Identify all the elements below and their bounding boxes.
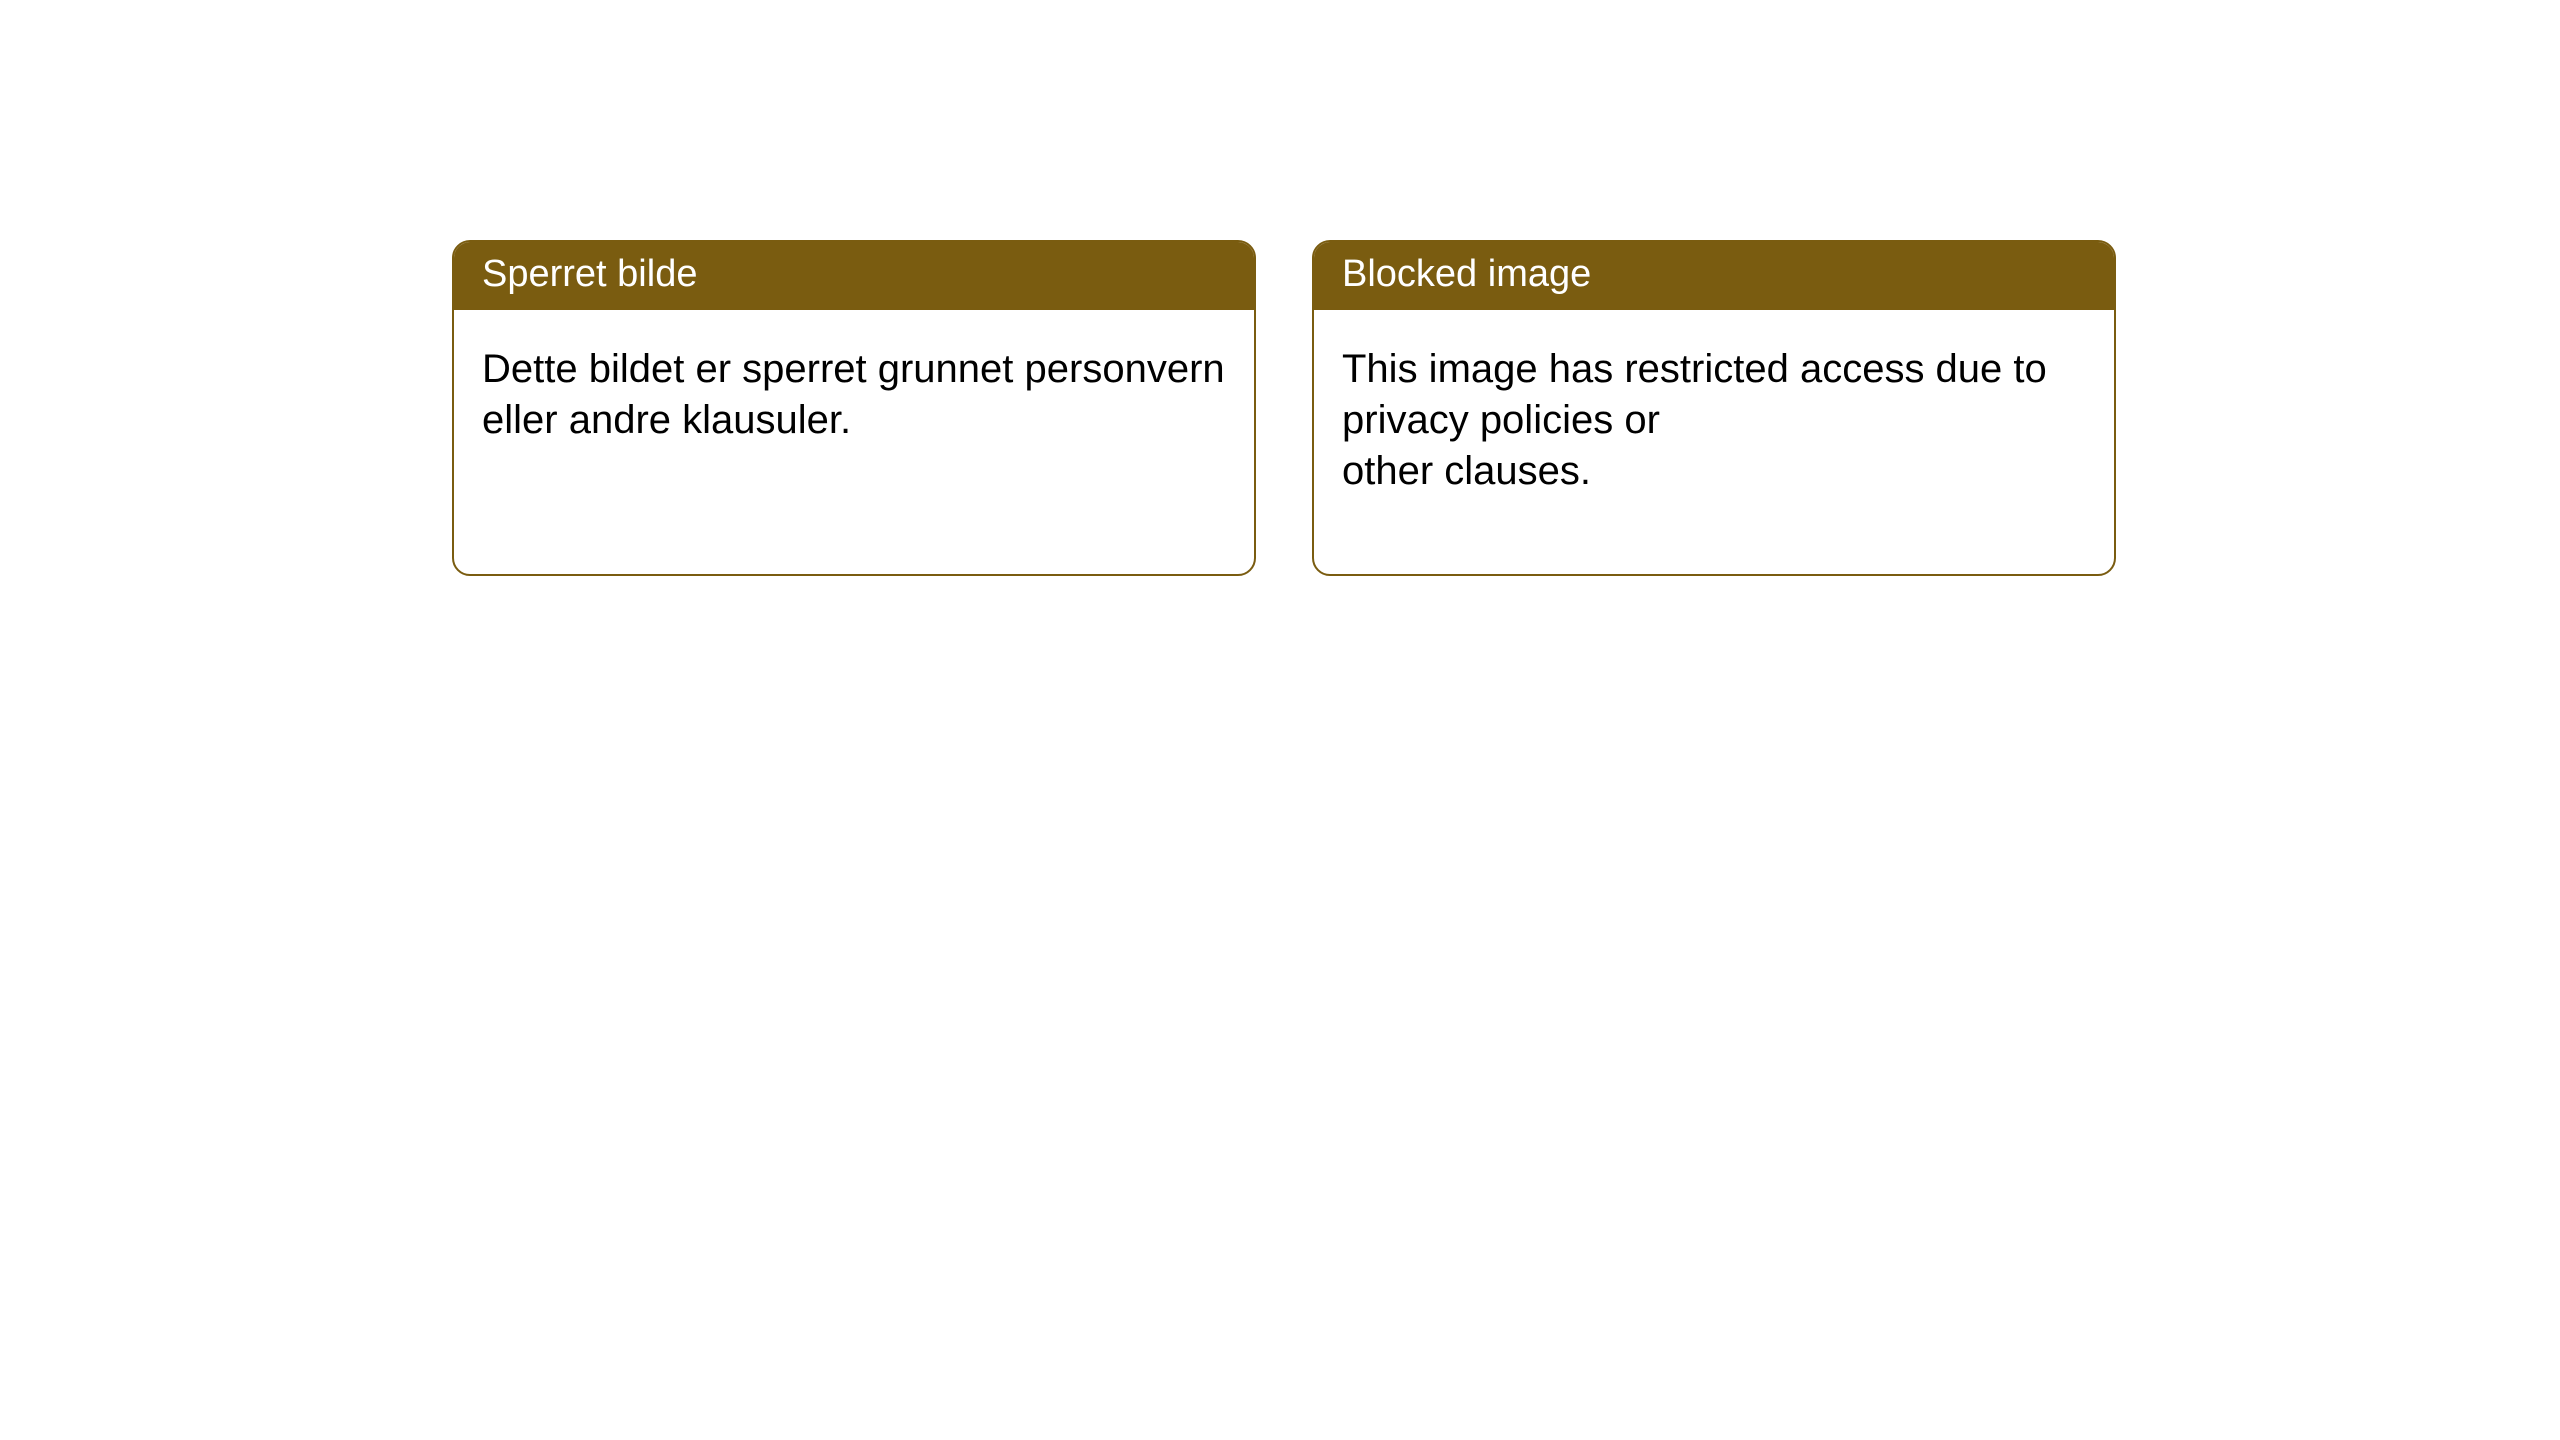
notice-card-english: Blocked image This image has restricted … xyxy=(1312,240,2116,576)
notice-header: Blocked image xyxy=(1314,242,2114,310)
notice-card-norwegian: Sperret bilde Dette bildet er sperret gr… xyxy=(452,240,1256,576)
notice-body: Dette bildet er sperret grunnet personve… xyxy=(454,310,1254,480)
notice-body: This image has restricted access due to … xyxy=(1314,310,2114,532)
notice-container: Sperret bilde Dette bildet er sperret gr… xyxy=(0,0,2560,576)
notice-header: Sperret bilde xyxy=(454,242,1254,310)
